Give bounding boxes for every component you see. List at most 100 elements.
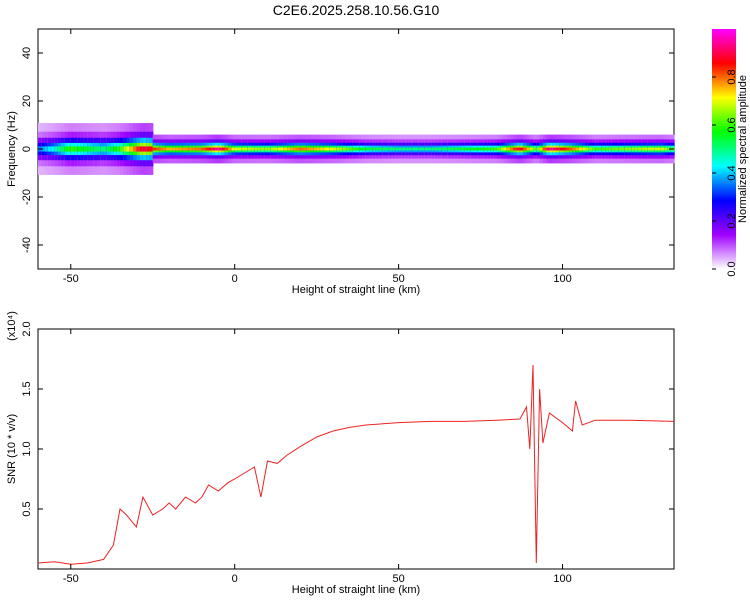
spectrogram-cell — [588, 147, 593, 151]
spectrogram-cell — [654, 147, 659, 151]
x-tick-label: 100 — [553, 273, 571, 285]
spectrogram-cell — [657, 147, 662, 151]
spectrogram-cell — [529, 147, 534, 151]
spectrogram-cell — [614, 147, 619, 151]
spectrogram-cell — [244, 147, 249, 151]
colorbar-tick-label: 0.2 — [726, 213, 738, 228]
colorbar-label: Normalized spectral amplitude — [737, 75, 749, 223]
spectrogram-cell — [457, 147, 462, 151]
spectrogram-cell — [313, 147, 318, 151]
spectrogram-cell — [536, 147, 541, 151]
spectrogram-cell — [119, 146, 124, 152]
bottom-y-scale-label: (x10⁴) — [6, 311, 18, 341]
y-tick-label: 1.5 — [21, 381, 33, 396]
spectrogram-cell — [316, 147, 321, 151]
spectrogram-cell — [415, 147, 419, 151]
spectrogram-cell — [113, 146, 118, 152]
spectrogram-cell — [378, 147, 383, 151]
spectrogram-cell — [549, 147, 554, 151]
spectrogram-cell — [133, 146, 137, 152]
spectrogram-cell — [152, 147, 157, 151]
spectrogram-cell — [480, 147, 485, 151]
spectrogram-cell — [93, 146, 98, 152]
spectrogram-cell — [487, 147, 492, 151]
spectrogram-cell — [228, 147, 233, 151]
spectrogram-cell — [559, 147, 564, 151]
spectrogram-cell — [185, 147, 190, 151]
spectrogram-cell — [608, 147, 613, 151]
spectrogram-cell — [578, 147, 583, 151]
spectrogram-cell — [601, 147, 606, 151]
spectrogram-cell — [569, 147, 573, 151]
spectrogram-cell — [247, 147, 252, 151]
y-tick-label: 0.5 — [21, 501, 33, 516]
spectrogram-cell — [211, 147, 216, 151]
spectrogram-cell — [562, 147, 567, 151]
spectrogram-cell — [365, 147, 370, 151]
x-tick-label: 0 — [232, 273, 238, 285]
spectrogram-cell — [182, 147, 187, 151]
spectrogram-cell — [444, 147, 449, 151]
spectrogram-cell — [605, 147, 610, 151]
spectrogram-cell — [195, 147, 200, 151]
spectrogram-panel: -50 0 50 100 -40 -20 0 20 40 Height of straight… — [6, 28, 675, 296]
spectrogram-cell — [339, 147, 344, 151]
y-tick-label: 20 — [21, 95, 33, 107]
spectrogram-cell — [254, 147, 259, 151]
spectrogram-cell — [618, 147, 623, 151]
spectrogram-cell — [274, 147, 278, 151]
spectrogram-cell — [421, 147, 426, 151]
spectrogram-cell — [139, 146, 144, 152]
spectrogram-cell — [290, 147, 295, 151]
spectrogram-cell — [451, 147, 455, 151]
bottom-x-axis-label: Height of straight line (km) — [292, 584, 420, 596]
spectrogram-cell — [349, 147, 354, 151]
spectrogram-cell — [352, 147, 357, 151]
spectrogram-cell — [280, 147, 285, 151]
spectrogram-cell — [454, 147, 459, 151]
x-tick-label: 50 — [392, 573, 404, 585]
spectrogram-cell — [231, 147, 236, 151]
spectrogram-cell — [572, 147, 577, 151]
spectrogram-cell — [277, 147, 282, 151]
spectrogram-cell — [565, 147, 570, 151]
y-tick-label: 2.0 — [21, 321, 33, 336]
spectrogram-cell — [336, 147, 341, 151]
top-y-axis-label: Frequency (Hz) — [6, 111, 18, 187]
spectrogram-cell — [293, 147, 298, 151]
spectrogram-cell — [129, 146, 134, 152]
spectrogram-cell — [198, 147, 203, 151]
spectrogram-cell — [408, 147, 413, 151]
spectrogram-cell — [221, 147, 226, 151]
spectrogram-cell — [70, 146, 75, 152]
bottom-y-ticks: 0.5 1.0 1.5 2.0 — [21, 321, 674, 517]
spectrogram-cell — [411, 147, 416, 151]
spectrogram-cell — [356, 147, 360, 151]
snr-panel: -50 0 50 100 0.5 1.0 1.5 2.0 Height of straigh… — [6, 311, 675, 596]
spectrogram-cell — [110, 146, 115, 152]
spectrogram-cell — [80, 146, 85, 152]
spectrogram-cell — [319, 147, 324, 151]
spectrogram-cell — [74, 146, 78, 152]
snr-frame — [37, 328, 675, 570]
spectrogram-cell — [165, 147, 170, 151]
spectrogram-cell — [283, 147, 288, 151]
spectrogram-cell — [175, 147, 180, 151]
spectrogram-cell — [533, 147, 537, 151]
spectrogram-cell — [57, 146, 62, 152]
spectrogram-cell — [490, 147, 495, 151]
spectrogram-cell — [401, 147, 406, 151]
y-tick-label: 0 — [21, 146, 33, 152]
spectrogram-cell — [296, 147, 301, 151]
spectrogram-cell — [188, 147, 193, 151]
spectrogram-cell — [372, 147, 377, 151]
spectrogram-cell — [267, 147, 272, 151]
x-tick-label: -50 — [63, 573, 79, 585]
spectrogram-cell — [205, 147, 210, 151]
spectrogram-cell — [552, 147, 557, 151]
spectrogram-cell — [641, 147, 646, 151]
spectrogram-cell — [251, 147, 255, 151]
spectrogram-cell — [77, 146, 82, 152]
spectrogram-cell — [362, 147, 367, 151]
spectrogram-cell — [103, 146, 108, 152]
